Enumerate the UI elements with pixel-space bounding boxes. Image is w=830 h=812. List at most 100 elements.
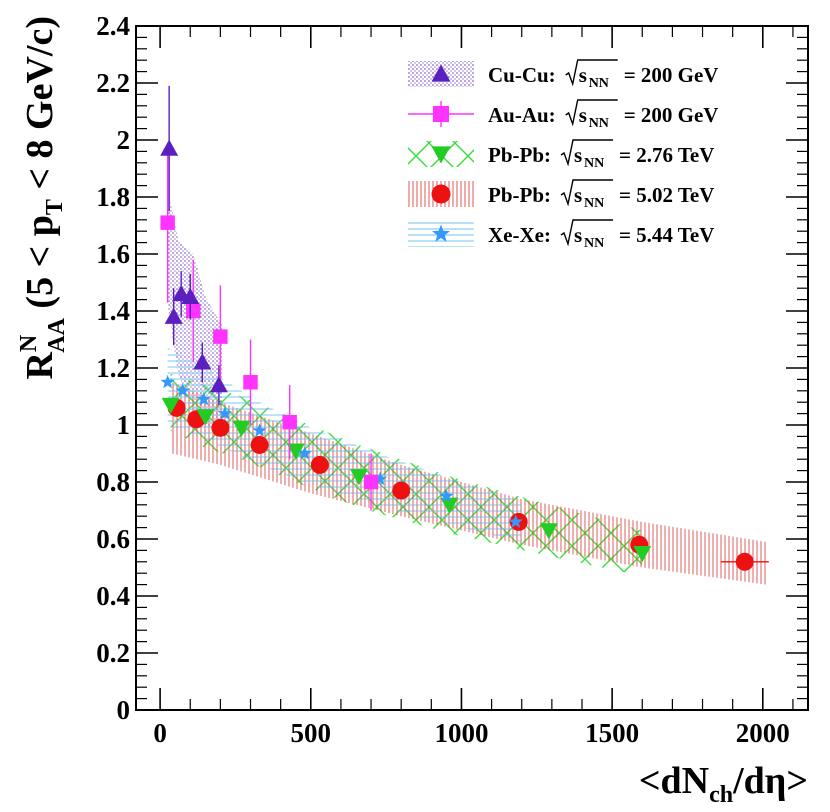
data-point: [250, 435, 269, 454]
sqrt-symbol: [565, 99, 618, 127]
legend-entry-2: Pb-Pb: s NN = 2.76 TeV: [408, 139, 714, 171]
legend-entry-4: Xe-Xe: s NN = 5.44 TeV: [408, 219, 714, 251]
legend-sqrt-sub: NN: [589, 116, 609, 131]
data-point: [508, 514, 523, 528]
data-point: [209, 376, 228, 393]
legend-label: Au-Au:: [488, 103, 556, 127]
data-point: [164, 307, 183, 324]
data-point: [392, 481, 411, 500]
x-label-suffix: /dη>: [732, 760, 808, 802]
y-tick-label: 1.6: [96, 239, 130, 269]
axes: 0 0.2 0.4 0.6 0.8 1 1.2 1.4 1.6 1.8 2 2.2 2.4 0 500 100…: [96, 11, 808, 748]
y-tick-label: 2.4: [96, 11, 130, 41]
legend-sqrt-sub: NN: [584, 236, 604, 251]
y-axis-label: RNAA (5 < pT < 8 GeV/c): [16, 16, 70, 380]
data-point: [160, 139, 179, 156]
data-point: [196, 409, 215, 426]
x-tick-label: 1500: [585, 718, 639, 748]
x-tick-label: 1000: [434, 718, 488, 748]
x-axis-label: <dNch/dη>: [639, 760, 808, 808]
data-point: [232, 420, 251, 437]
y-tick-label: 1.4: [96, 296, 130, 326]
x-label-prefix: <dN: [639, 760, 709, 802]
data-point: [175, 383, 190, 397]
data-point: [160, 374, 175, 389]
y-tick-label: 1.8: [96, 182, 130, 212]
sqrt-symbol: [565, 59, 618, 87]
band-pb-pb-3: [172, 382, 766, 585]
y-tick-label: 1: [117, 410, 131, 440]
legend-label: Pb-Pb:: [488, 183, 551, 207]
legend-energy: = 5.02 TeV: [619, 183, 714, 207]
legend-energy: = 200 GeV: [624, 103, 719, 127]
legend-label: Xe-Xe:: [488, 223, 551, 247]
legend-energy: = 200 GeV: [624, 63, 719, 87]
y-label-mid: (5 < p: [19, 215, 61, 318]
data-point: [633, 546, 652, 563]
sqrt-symbol: [560, 179, 613, 207]
data-point: [440, 497, 459, 514]
y-axis-title: RNAA (5 < pT < 8 GeV/c): [16, 16, 70, 380]
y-label-sub2: T: [42, 199, 68, 215]
x-label-sub: ch: [709, 782, 733, 808]
data-point: [181, 287, 200, 304]
band-xe-xe-4: [167, 348, 522, 542]
data-point: [539, 523, 558, 540]
legend-sqrt-s: s: [579, 63, 587, 87]
legend-energy: = 2.76 TeV: [619, 143, 714, 167]
legend-sqrt-s: s: [574, 183, 582, 207]
legend-marker: [431, 184, 451, 204]
y-label-end: < 8 GeV/c): [19, 16, 61, 199]
data-point: [186, 303, 201, 319]
legend-entry-0: Cu-Cu: s NN = 200 GeV: [408, 59, 719, 91]
data-point: [196, 391, 211, 406]
legend-sqrt-s: s: [574, 223, 582, 247]
x-tick-label: 2000: [736, 718, 790, 748]
data-point: [211, 418, 230, 437]
data-point: [439, 488, 454, 503]
legend-marker: [431, 64, 451, 82]
legend-marker: [432, 105, 450, 123]
data-point: [310, 455, 329, 474]
legend-marker: [432, 224, 450, 242]
y-tick-label: 2: [117, 125, 131, 155]
legend-entry-3: Pb-Pb: s NN = 5.02 TeV: [408, 179, 714, 211]
x-tick-label: 500: [291, 718, 332, 748]
data-point: [160, 215, 175, 230]
y-label-main: R: [19, 352, 61, 380]
data-point: [193, 353, 212, 370]
data-point: [217, 406, 232, 420]
data-point: [161, 397, 180, 415]
data-point: [373, 471, 388, 486]
data-point: [286, 443, 305, 460]
y-label-sub: AA: [44, 317, 70, 352]
data-point: [735, 552, 754, 571]
x-axis-title: <dNch/dη>: [639, 760, 808, 808]
plot-frame: [135, 25, 809, 711]
legend-sqrt-s: s: [574, 143, 582, 167]
data-point: [243, 375, 258, 390]
y-tick-label: 0.2: [96, 638, 130, 668]
legend-sqrt-sub: NN: [584, 196, 604, 211]
legend-sqrt-s: s: [579, 103, 587, 127]
data-point: [282, 414, 297, 430]
y-tick-label: 2.2: [96, 68, 130, 98]
legend-label: Pb-Pb:: [488, 143, 551, 167]
y-tick-label: 0.4: [96, 581, 130, 611]
y-tick-label: 0: [117, 695, 131, 725]
y-tick-label: 0.6: [96, 524, 130, 554]
data-point: [252, 423, 267, 437]
legend-sqrt-sub: NN: [589, 76, 609, 91]
y-tick-label: 1.2: [96, 353, 130, 383]
legend-entry-1: Au-Au: s NN = 200 GeV: [408, 99, 719, 131]
data-points: [160, 85, 769, 571]
series-xe-xe-4: [160, 374, 523, 528]
data-point: [213, 329, 228, 344]
series-cu-cu-0: [160, 85, 228, 406]
x-tick-label: 0: [153, 718, 167, 748]
sqrt-symbol: [560, 219, 613, 247]
sqrt-symbol: [560, 139, 613, 167]
legend-marker: [431, 146, 451, 164]
